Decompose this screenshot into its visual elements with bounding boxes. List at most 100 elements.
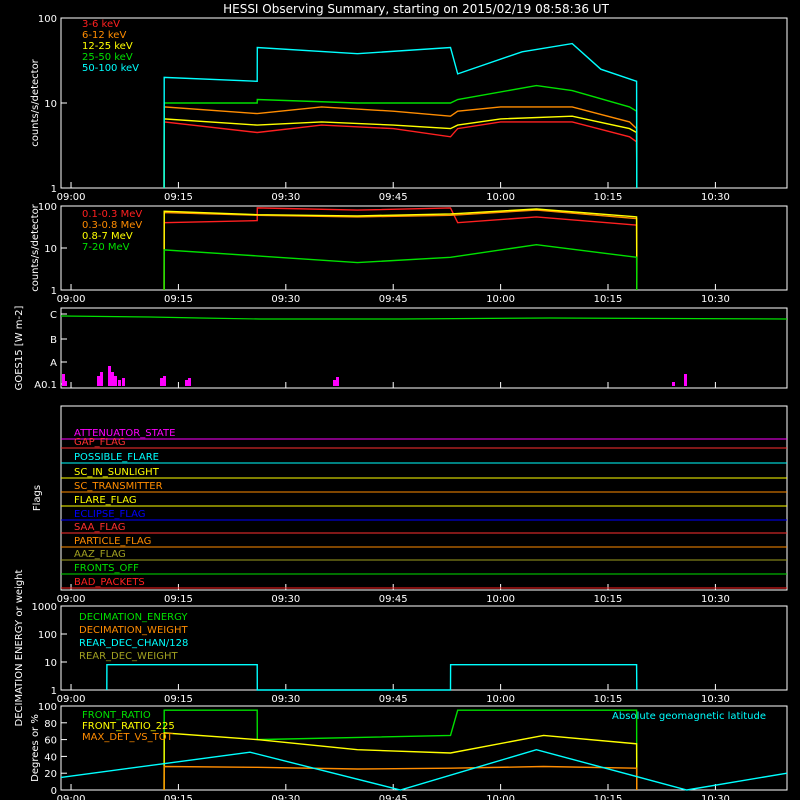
spike-mark [684, 374, 687, 386]
x-tick-label: 10:15 [594, 794, 623, 800]
series-line [163, 709, 638, 791]
y-tick-label: 100 [38, 630, 57, 641]
y-tick-label: 40 [44, 752, 57, 763]
y-tick-label: 20 [44, 769, 57, 780]
x-tick-label: 09:00 [57, 594, 86, 605]
panel-frame-goes [60, 307, 788, 389]
y-tick-label: 1000 [32, 602, 57, 613]
series-line [163, 243, 638, 291]
legend-entry: 25-50 keV [82, 52, 133, 63]
legend-entry: 12-25 keV [82, 41, 133, 52]
spike-mark [333, 380, 336, 386]
ylabel-ratio: Degrees or % [30, 714, 41, 782]
legend-entry: 3-6 keV [82, 19, 120, 30]
series-line [163, 42, 638, 189]
legend-entry: FRONT_RATIO_225 [82, 721, 175, 732]
flag-label: PARTICLE_FLAG [74, 536, 151, 547]
x-tick-label: 10:30 [701, 192, 730, 203]
panel-frame-rate-high [60, 205, 788, 291]
spike-mark [336, 377, 339, 386]
flag-label: FLARE_FLAG [74, 495, 137, 506]
legend-entry: DECIMATION_ENERGY [79, 612, 188, 623]
x-tick-label: 10:15 [594, 594, 623, 605]
y-tick-label: A [50, 358, 57, 369]
x-tick-label: 09:45 [379, 192, 408, 203]
geomag-annotation: Absolute geomagnetic latitude [612, 711, 766, 722]
y-tick-label: A0.1 [34, 380, 57, 391]
y-tick-label: B [50, 335, 57, 346]
flag-label: FRONTS_OFF [74, 563, 139, 574]
flag-label: SC_IN_SUNLIGHT [74, 467, 160, 478]
legend-entry: REAR_DEC_WEIGHT [79, 651, 178, 662]
x-tick-label: 09:30 [271, 294, 300, 305]
x-tick-label: 10:00 [486, 594, 515, 605]
spike-mark [672, 382, 675, 386]
series-line [60, 748, 788, 791]
time-ticks: 09:00 09:00 09:00 09:00 09:00 09:15 09:15 09:15… [57, 182, 730, 800]
x-tick-label: 09:15 [164, 594, 193, 605]
x-tick-label: 10:00 [486, 694, 515, 705]
legend-entry: DECIMATION_WEIGHT [79, 625, 188, 636]
flag-label: AAZ_FLAG [74, 549, 126, 560]
series-line [163, 121, 638, 189]
x-tick-label: 09:30 [271, 794, 300, 800]
legend-entry: 50-100 keV [82, 63, 139, 74]
x-tick-label: 09:45 [379, 294, 408, 305]
y-tick-label: 10 [44, 99, 57, 110]
flag-label: GAP_FLAG [74, 437, 126, 448]
ylabel-rate-high: counts/s/detector [30, 203, 41, 291]
series-line [163, 765, 638, 791]
series-line [163, 209, 638, 291]
series-line [163, 207, 638, 291]
y-tick-label: 1 [51, 184, 57, 195]
series-line [60, 315, 788, 320]
series-line [163, 732, 638, 791]
x-tick-label: 10:30 [701, 694, 730, 705]
y-tick-label: 1 [51, 286, 57, 297]
x-tick-label: 09:15 [164, 294, 193, 305]
panel-frame-flags [60, 405, 788, 591]
spike-mark [108, 366, 111, 386]
spike-mark [188, 378, 191, 386]
spike-mark [114, 376, 117, 386]
legend-entry: 0.3-0.8 MeV [82, 220, 142, 231]
x-tick-label: 10:15 [594, 192, 623, 203]
x-tick-label: 10:30 [701, 794, 730, 800]
x-tick-label: 09:30 [271, 594, 300, 605]
legend-entry: 0.1-0.3 MeV [82, 209, 142, 220]
spike-mark [62, 374, 65, 386]
ylabel-decimation: DECIMATION ENERGY or weight [14, 569, 25, 726]
spike-mark [122, 378, 125, 386]
series-line [106, 664, 638, 691]
x-tick-label: 09:15 [164, 192, 193, 203]
flag-label: POSSIBLE_FLARE [74, 452, 159, 463]
y-tick-label: 100 [38, 702, 57, 713]
x-tick-label: 09:00 [57, 294, 86, 305]
x-tick-label: 09:30 [271, 192, 300, 203]
spike-mark [118, 380, 121, 386]
x-tick-label: 10:30 [701, 294, 730, 305]
flag-label: ECLIPSE_FLAG [74, 509, 145, 520]
series-line [163, 208, 638, 291]
x-tick-label: 09:45 [379, 794, 408, 800]
x-tick-label: 10:00 [486, 294, 515, 305]
spike-mark [160, 378, 163, 386]
spike-mark [64, 381, 67, 386]
legend-entry: 7-20 MeV [82, 242, 130, 253]
x-tick-label: 10:15 [594, 694, 623, 705]
y-tick-label: 10 [44, 244, 57, 255]
ylabel-goes: GOES15 [W m-2] [14, 306, 25, 391]
spike-mark [100, 372, 103, 386]
x-tick-label: 09:30 [271, 694, 300, 705]
legend-entry: 6-12 keV [82, 30, 126, 41]
panel-frame-ratio [60, 705, 788, 791]
x-tick-label: 10:00 [486, 192, 515, 203]
x-tick-label: 10:00 [486, 794, 515, 800]
series-line [163, 84, 638, 189]
ylabel-rate-low: counts/s/detector [30, 58, 41, 146]
plot-title: HESSI Observing Summary, starting on 201… [223, 2, 609, 16]
y-tick-label: 100 [38, 14, 57, 25]
flag-label: BAD_PACKETS [74, 577, 145, 588]
